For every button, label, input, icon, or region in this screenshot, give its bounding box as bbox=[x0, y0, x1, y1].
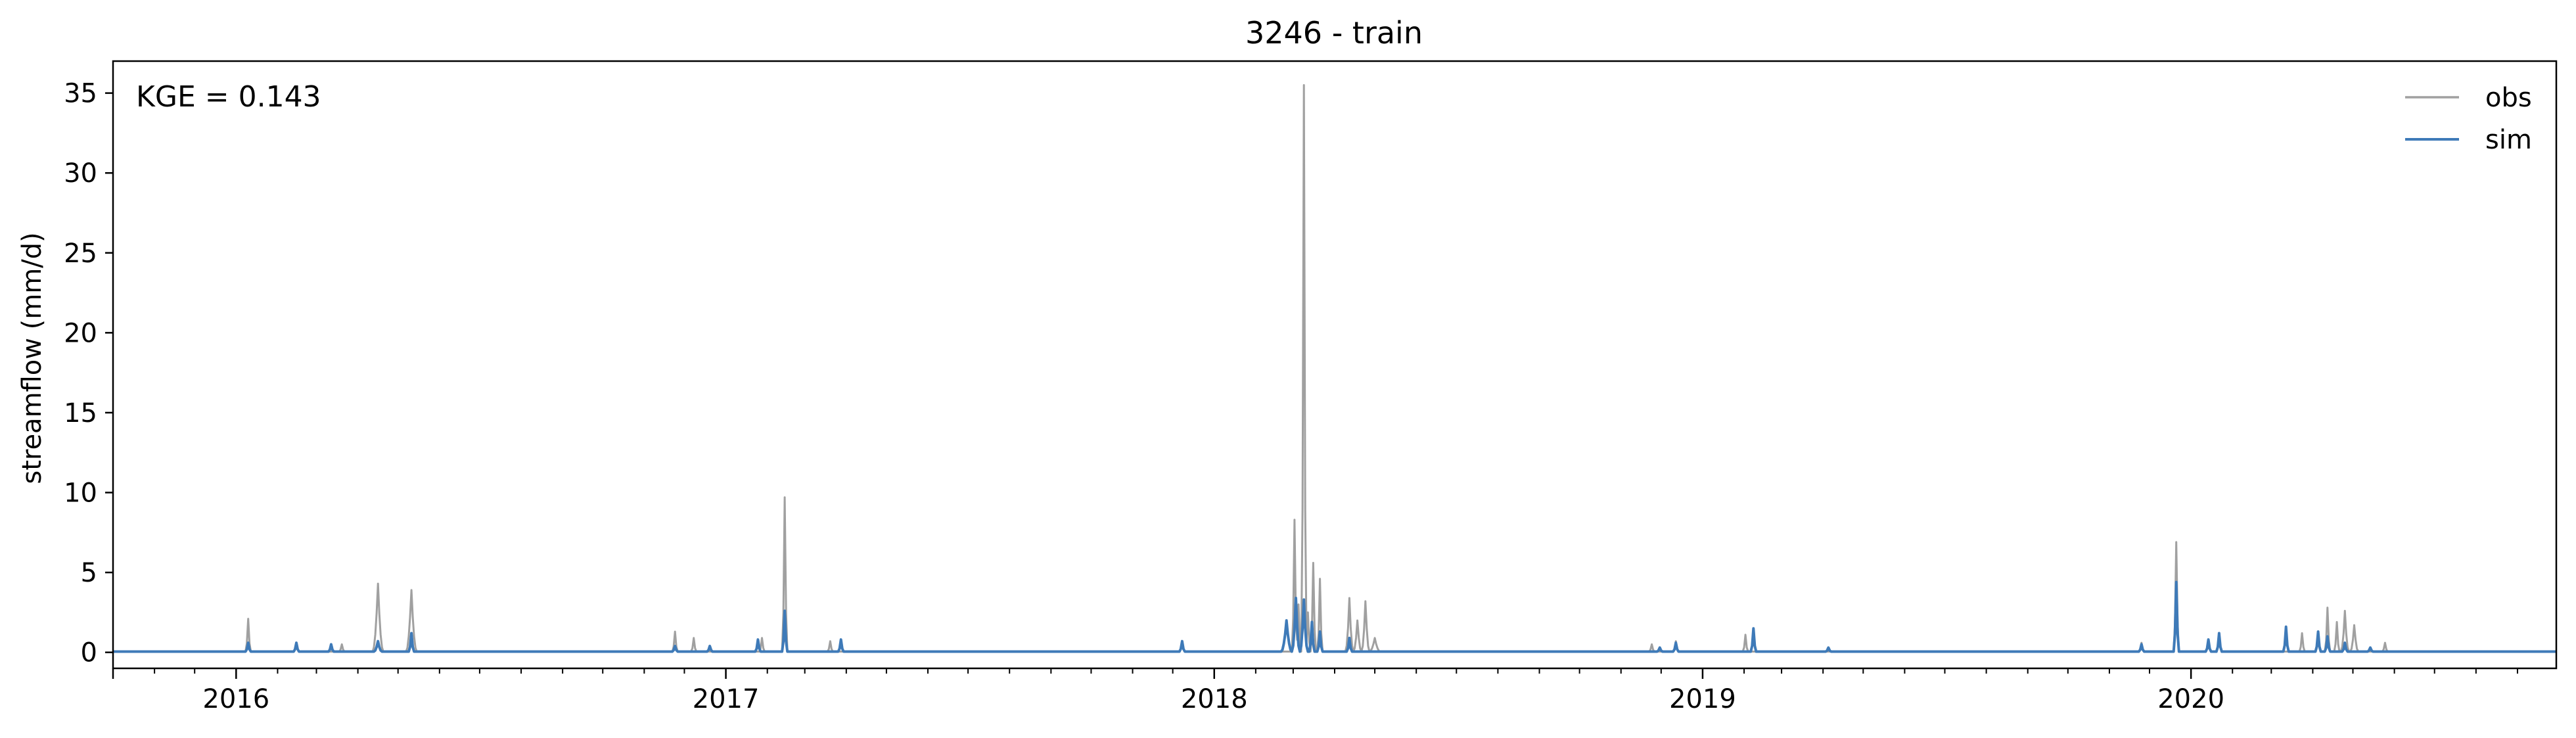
legend-obs-label: obs bbox=[2485, 83, 2532, 113]
y-tick-label: 35 bbox=[64, 79, 97, 109]
x-tick-label: 2020 bbox=[2157, 684, 2224, 714]
legend: obs sim bbox=[2405, 83, 2532, 155]
y-tick-label: 30 bbox=[64, 158, 97, 189]
y-tick-label: 20 bbox=[64, 318, 97, 348]
sim-series-layer bbox=[113, 580, 2556, 653]
x-tick-label: 2019 bbox=[1669, 684, 1736, 714]
x-tick-label: 2018 bbox=[1181, 684, 1248, 714]
chart-title: 3246 - train bbox=[1245, 15, 1423, 51]
y-axis-ticks: 0 5 10 15 20 25 30 35 bbox=[64, 79, 113, 668]
y-tick-label: 0 bbox=[81, 638, 97, 668]
x-tick-label: 2016 bbox=[202, 684, 269, 714]
y-tick-label: 15 bbox=[64, 398, 97, 428]
x-tick-label: 2017 bbox=[693, 684, 760, 714]
y-tick-label: 10 bbox=[64, 478, 97, 509]
x-axis-ticks: 2016 2017 2018 2019 2020 bbox=[112, 668, 2518, 714]
y-tick-label: 5 bbox=[81, 558, 97, 588]
y-axis-label: streamflow (mm/d) bbox=[17, 232, 47, 484]
sim-line bbox=[113, 580, 2556, 653]
kge-annotation: KGE = 0.143 bbox=[136, 80, 321, 114]
legend-sim-label: sim bbox=[2485, 125, 2532, 155]
y-tick-label: 25 bbox=[64, 239, 97, 269]
